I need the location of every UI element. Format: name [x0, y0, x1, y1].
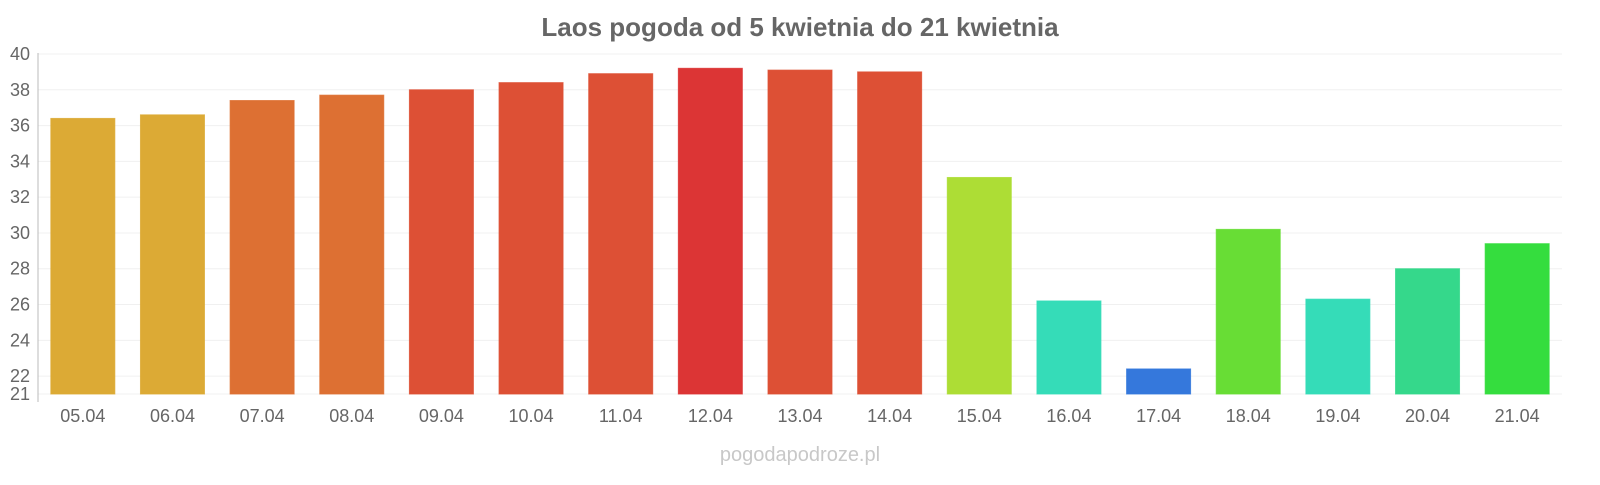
y-tick-label: 36	[10, 116, 30, 136]
bar-12.04	[677, 67, 743, 395]
x-tick-label: 10.04	[509, 406, 554, 426]
bar-20.04	[1395, 268, 1461, 395]
y-tick-label: 34	[10, 151, 30, 171]
bar-09.04	[408, 89, 474, 395]
y-tick-label: 38	[10, 80, 30, 100]
x-tick-label: 18.04	[1226, 406, 1271, 426]
x-tick-label: 08.04	[329, 406, 374, 426]
bar-14.04	[857, 71, 923, 395]
y-tick-label: 40	[10, 44, 30, 64]
x-tick-label: 20.04	[1405, 406, 1450, 426]
bar-10.04	[498, 82, 564, 395]
bar-17.04	[1126, 368, 1192, 395]
x-tick-label: 17.04	[1136, 406, 1181, 426]
bar-21.04	[1484, 243, 1550, 395]
y-tick-label: 32	[10, 187, 30, 207]
watermark: pogodapodroze.pl	[720, 444, 880, 466]
x-tick-label: 13.04	[777, 406, 822, 426]
x-tick-label: 06.04	[150, 406, 195, 426]
x-tick-label: 09.04	[419, 406, 464, 426]
x-tick-label: 12.04	[688, 406, 733, 426]
bar-11.04	[588, 73, 654, 395]
y-tick-label: 26	[10, 295, 30, 315]
x-tick-label: 21.04	[1495, 406, 1540, 426]
x-tick-label: 15.04	[957, 406, 1002, 426]
x-tick-label: 11.04	[599, 406, 643, 426]
y-tick-label: 21	[10, 384, 30, 404]
bar-06.04	[139, 114, 205, 395]
y-tick-label: 30	[10, 223, 30, 243]
y-tick-label: 24	[10, 330, 30, 350]
x-tick-label: 14.04	[867, 406, 912, 426]
bar-05.04	[50, 117, 116, 395]
x-tick-label: 05.04	[60, 406, 105, 426]
bar-19.04	[1305, 298, 1371, 395]
bar-07.04	[229, 100, 295, 395]
bar-15.04	[946, 176, 1012, 395]
y-tick-label: 22	[10, 366, 30, 386]
y-tick-label: 28	[10, 259, 30, 279]
chart-title: Laos pogoda od 5 kwietnia do 21 kwietnia	[541, 12, 1059, 42]
bar-08.04	[319, 94, 385, 395]
bar-18.04	[1215, 228, 1281, 395]
x-tick-label: 07.04	[240, 406, 285, 426]
bar-13.04	[767, 69, 833, 395]
x-tick-label: 19.04	[1315, 406, 1360, 426]
x-tick-label: 16.04	[1046, 406, 1091, 426]
bar-16.04	[1036, 300, 1102, 395]
